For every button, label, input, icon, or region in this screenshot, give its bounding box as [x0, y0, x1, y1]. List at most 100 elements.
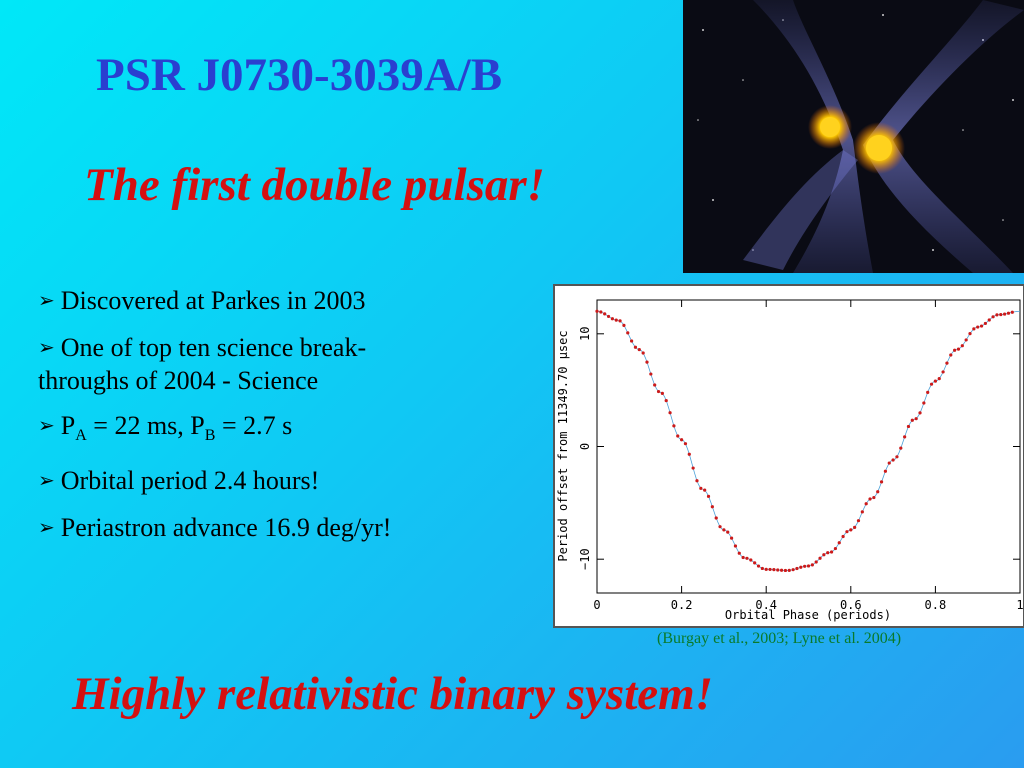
x-tick-label: 0 — [593, 598, 600, 612]
data-point — [906, 424, 911, 429]
data-point — [868, 497, 872, 501]
data-point — [810, 563, 814, 567]
x-tick-label: 0.4 — [755, 598, 777, 612]
data-point — [926, 390, 930, 394]
data-point — [672, 424, 676, 428]
citation: (Burgay et al., 2003; Lyne et al. 2004) — [657, 630, 902, 647]
data-point — [729, 536, 734, 540]
data-point — [660, 391, 664, 395]
x-tick-label: 0.2 — [671, 598, 693, 612]
data-points — [595, 309, 1014, 573]
data-point — [726, 530, 730, 534]
data-point — [749, 558, 753, 562]
data-point — [853, 525, 857, 529]
data-point — [995, 313, 999, 317]
data-point — [772, 568, 776, 572]
data-point — [972, 327, 976, 331]
x-tick-label: 0.8 — [925, 598, 947, 612]
data-point — [649, 372, 653, 376]
axis-ticks: 0 0.2 0.4 0.6 0.8 1 10 0 −10 — [578, 300, 1024, 612]
data-point — [741, 555, 745, 560]
data-point — [818, 556, 822, 560]
data-point — [637, 347, 641, 352]
data-point — [872, 495, 876, 500]
fit-curve — [596, 310, 1021, 571]
data-point — [937, 377, 941, 381]
data-point — [633, 345, 638, 349]
data-point — [945, 361, 949, 365]
data-point — [668, 411, 672, 415]
data-point — [1010, 310, 1014, 314]
data-point — [595, 309, 599, 313]
data-point — [760, 566, 764, 571]
pulsar-artwork — [697, 0, 1024, 273]
data-point — [626, 331, 630, 335]
data-point — [883, 469, 888, 473]
data-point — [603, 312, 607, 316]
data-point — [664, 398, 668, 403]
data-point — [829, 550, 834, 554]
data-point — [764, 567, 768, 571]
bullet-orbital-period: ➢ Orbital period 2.4 hours! — [38, 466, 320, 496]
data-point — [699, 486, 703, 490]
data-point — [845, 530, 849, 534]
slide-subtitle: The first double pulsar! — [84, 159, 545, 211]
y-tick-label: 10 — [578, 327, 592, 341]
data-point — [756, 564, 761, 568]
plot-frame — [596, 299, 1021, 594]
data-point — [776, 568, 780, 572]
data-point — [960, 344, 964, 348]
data-point — [753, 561, 757, 565]
data-point — [964, 338, 968, 342]
data-point — [922, 401, 926, 405]
data-point — [787, 568, 791, 572]
data-point — [630, 339, 634, 343]
conclusion: Highly relativistic binary system! — [72, 668, 713, 720]
arrowhead-bullet-icon: ➢ — [38, 288, 55, 312]
data-point — [991, 315, 995, 319]
x-axis-label: Orbital Phase (periods) — [725, 608, 891, 622]
data-point — [929, 382, 934, 386]
chart-svg: 0 0.2 0.4 0.6 0.8 1 10 0 −10 Orbital Phase (peri… — [556, 299, 1024, 622]
data-point — [599, 310, 603, 314]
data-point — [645, 360, 649, 364]
data-point — [933, 379, 937, 383]
period-offset-chart: 0 0.2 0.4 0.6 0.8 1 10 0 −10 Orbital Phase (peri… — [553, 284, 1024, 628]
data-point — [641, 351, 645, 355]
data-point — [687, 452, 691, 456]
data-point — [841, 534, 845, 539]
data-point — [737, 551, 741, 555]
data-point — [903, 435, 907, 439]
data-point — [918, 411, 922, 415]
data-point — [833, 546, 838, 551]
data-point — [1006, 311, 1011, 315]
data-point — [803, 564, 807, 568]
y-tick-label: 0 — [578, 443, 592, 450]
data-point — [683, 442, 688, 446]
data-point — [622, 323, 626, 327]
data-point — [826, 551, 830, 555]
data-point — [999, 312, 1003, 317]
data-point — [968, 332, 972, 336]
data-point — [680, 438, 684, 442]
data-point — [983, 321, 987, 326]
data-point — [891, 458, 895, 462]
y-axis-label: Period offset from 11349.70 μsec — [556, 330, 570, 561]
data-point — [710, 505, 714, 509]
bullet-top-ten: ➢ One of top ten science break- throughs … — [38, 333, 367, 395]
bullet-discovery: ➢ Discovered at Parkes in 2003 — [38, 286, 366, 315]
data-point — [676, 434, 680, 438]
data-point — [722, 528, 726, 532]
data-point — [745, 556, 749, 560]
data-point — [887, 461, 891, 465]
data-point — [606, 314, 611, 319]
data-point — [949, 353, 953, 357]
arrowhead-bullet-icon: ➢ — [38, 335, 55, 359]
data-point — [876, 490, 880, 494]
x-tick-label: 0.6 — [840, 598, 862, 612]
arrowhead-bullet-icon: ➢ — [38, 468, 55, 493]
data-point — [791, 568, 795, 572]
data-point — [864, 502, 868, 506]
data-point — [691, 466, 695, 470]
bullet-list: ➢ Discovered at Parkes in 2003 ➢ One of to… — [38, 285, 538, 559]
